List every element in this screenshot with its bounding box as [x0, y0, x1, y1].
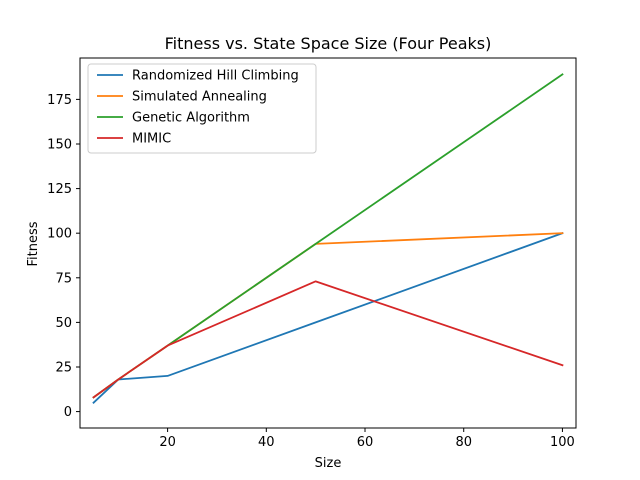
- y-tick-label: 25: [55, 360, 72, 375]
- legend-label-genetic-algorithm: Genetic Algorithm: [132, 111, 250, 126]
- chart-title: Fitness vs. State Space Size (Four Peaks…: [165, 34, 492, 53]
- series-line-randomized-hill-climbing: [92, 232, 564, 404]
- series-line-mimic: [92, 280, 564, 399]
- legend-label-simulated-annealing: Simulated Annealing: [132, 90, 267, 105]
- x-axis-label: Size: [315, 456, 342, 471]
- x-tick-label: 20: [159, 435, 176, 450]
- plot-frame: [79, 57, 577, 429]
- legend-box: [87, 63, 317, 154]
- y-tick-label: 50: [55, 316, 72, 331]
- y-tick-label: 175: [47, 93, 72, 108]
- x-tick-label: 100: [550, 435, 575, 450]
- axis-ticks: 20 40 60 80 100 0 25 50 75 100 125 150 175: [47, 93, 575, 450]
- y-tick-label: 100: [47, 227, 72, 242]
- x-tick-label: 80: [455, 435, 472, 450]
- y-tick-label: 125: [47, 182, 72, 197]
- y-tick-label: 150: [47, 137, 72, 152]
- x-tick-label: 40: [258, 435, 275, 450]
- series-lines: [92, 73, 564, 404]
- legend: Randomized Hill Climbing Simulated Anneal…: [87, 63, 317, 154]
- y-axis-label: Fitness: [26, 221, 41, 266]
- y-tick-label: 0: [64, 405, 72, 420]
- x-tick-label: 60: [357, 435, 374, 450]
- y-tick-label: 75: [55, 271, 72, 286]
- legend-label-randomized-hill-climbing: Randomized Hill Climbing: [132, 69, 299, 84]
- legend-label-mimic: MIMIC: [132, 132, 171, 147]
